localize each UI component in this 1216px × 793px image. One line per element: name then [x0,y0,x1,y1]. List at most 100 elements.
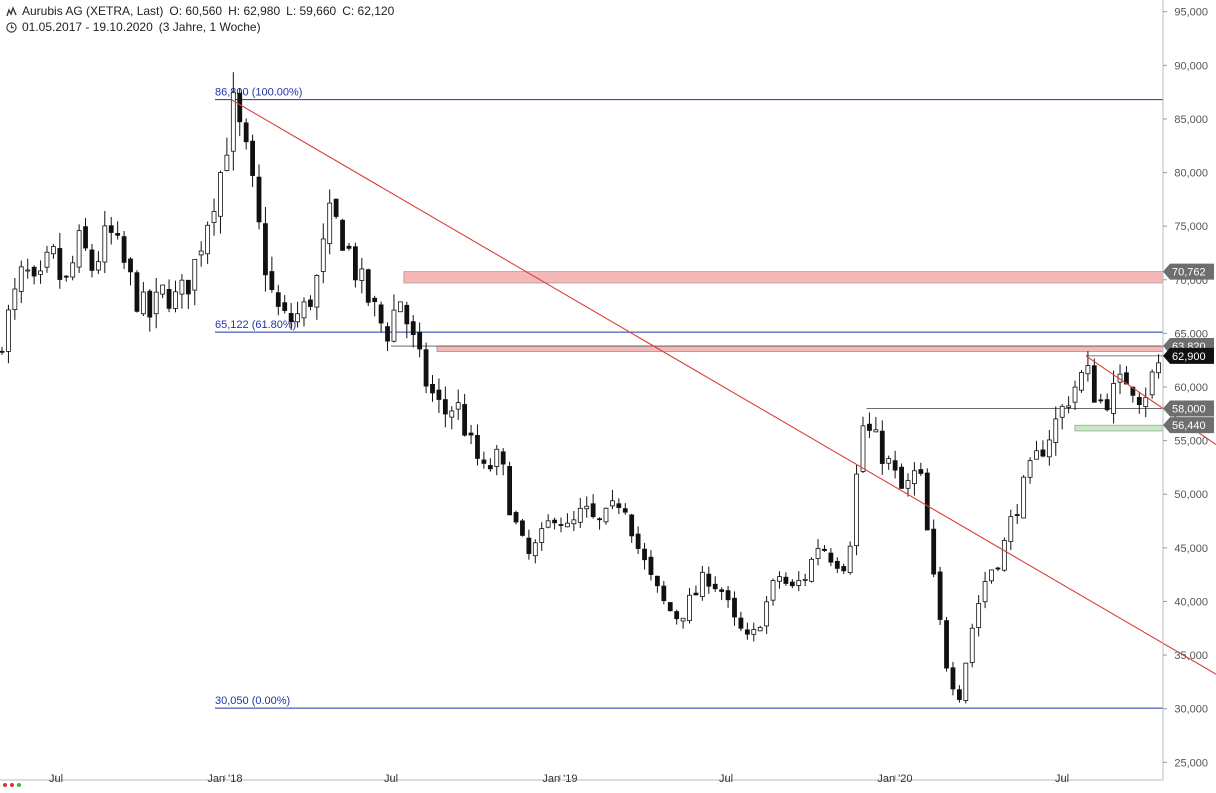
candle-body-up [680,617,686,622]
candle [166,279,172,313]
candle [1034,440,1039,460]
y-tick-label: 45,000 [1174,543,1208,555]
trendline [231,99,1216,675]
candle [802,573,808,587]
candle [674,609,680,625]
candle [712,576,718,592]
candle [931,519,937,578]
candle-body-down [635,533,641,549]
candle-body-up [173,291,178,309]
candle [841,563,847,574]
candle-body-up [102,225,108,263]
y-tick-label: 95,000 [1174,7,1208,19]
x-tick-label: Jul [384,773,398,785]
candle [886,455,892,470]
candle [751,622,757,642]
candle [282,295,288,314]
candle [879,420,885,475]
clock-icon [6,21,17,33]
candle [256,164,262,230]
candle [108,216,114,245]
candle [1085,351,1091,382]
candle [25,258,31,279]
price-zone [403,271,1164,284]
candle-body-up [70,262,76,278]
candle [545,514,551,529]
candle-body-up [494,448,500,468]
candle-body-down [622,508,628,513]
candle-body-up [95,261,101,271]
candle [847,541,853,575]
candle-body-up [815,548,821,559]
candle [327,189,333,255]
fib-level-label: 30,050 (0.00%) [215,695,290,707]
candle [417,322,423,358]
candle-body-up [860,425,866,472]
candle-body-down [738,617,744,629]
candle-body-down [507,466,513,516]
candle-body-down [385,326,390,342]
candle-body-up [687,594,692,622]
candle-body-up [989,569,994,582]
candle-body-up [295,313,300,323]
candle-body-down [487,465,493,470]
candle [455,389,461,420]
price-label: 62,900 [1163,347,1214,364]
candle-body-up [1072,386,1078,403]
candle [867,412,872,439]
candle [854,464,859,556]
candle [1053,406,1059,456]
candle [211,198,217,236]
price-label-tag [1163,417,1214,434]
candle-body-up [1021,476,1027,519]
candle [1046,429,1052,466]
candle-body-up [1046,439,1052,458]
candle [719,587,725,601]
candle-body-down [597,518,602,521]
candle [0,346,5,355]
candle-body-up [584,505,590,510]
candle-body-down [282,302,288,311]
candle-body-down [899,466,904,489]
candle [860,416,866,474]
chart-header: Aurubis AG (XETRA, Last) O: 60,560 H: 62… [6,3,400,35]
candle [359,257,365,294]
fib-level-label: 65,122 (61.80%) [215,319,296,331]
candle [809,557,815,583]
candle-body-down [937,571,943,620]
candle-body-up [179,279,185,295]
candle [642,542,647,570]
candle-body-down [108,225,114,233]
candle [764,595,770,634]
candle [237,88,243,137]
candle-body-down [931,528,937,575]
candle [449,406,455,430]
candle [1136,392,1142,414]
candle-body-down [308,299,313,307]
candle-body-down [558,524,564,526]
candle-body-down [0,350,5,353]
candle [738,611,744,632]
price-zone [436,345,1164,352]
candle-body-down [693,592,699,596]
candle [693,585,699,596]
candle-body-up [25,269,31,272]
candle [558,517,564,533]
candle [436,378,442,414]
candle [1040,440,1046,458]
candle-body-down [288,312,294,323]
candle-body-up [777,576,782,582]
candle-body-up [1143,397,1149,407]
candle [475,424,480,466]
candle [757,625,763,632]
candle [487,458,493,472]
candle [1098,393,1104,404]
candle-body-down [417,331,423,350]
candle-body-down [372,297,378,303]
candle [295,301,300,328]
candle-body-down [410,321,416,335]
candle [892,450,898,479]
candle [976,595,982,637]
instrument-name: Aurubis AG (XETRA, Last) [22,4,164,18]
